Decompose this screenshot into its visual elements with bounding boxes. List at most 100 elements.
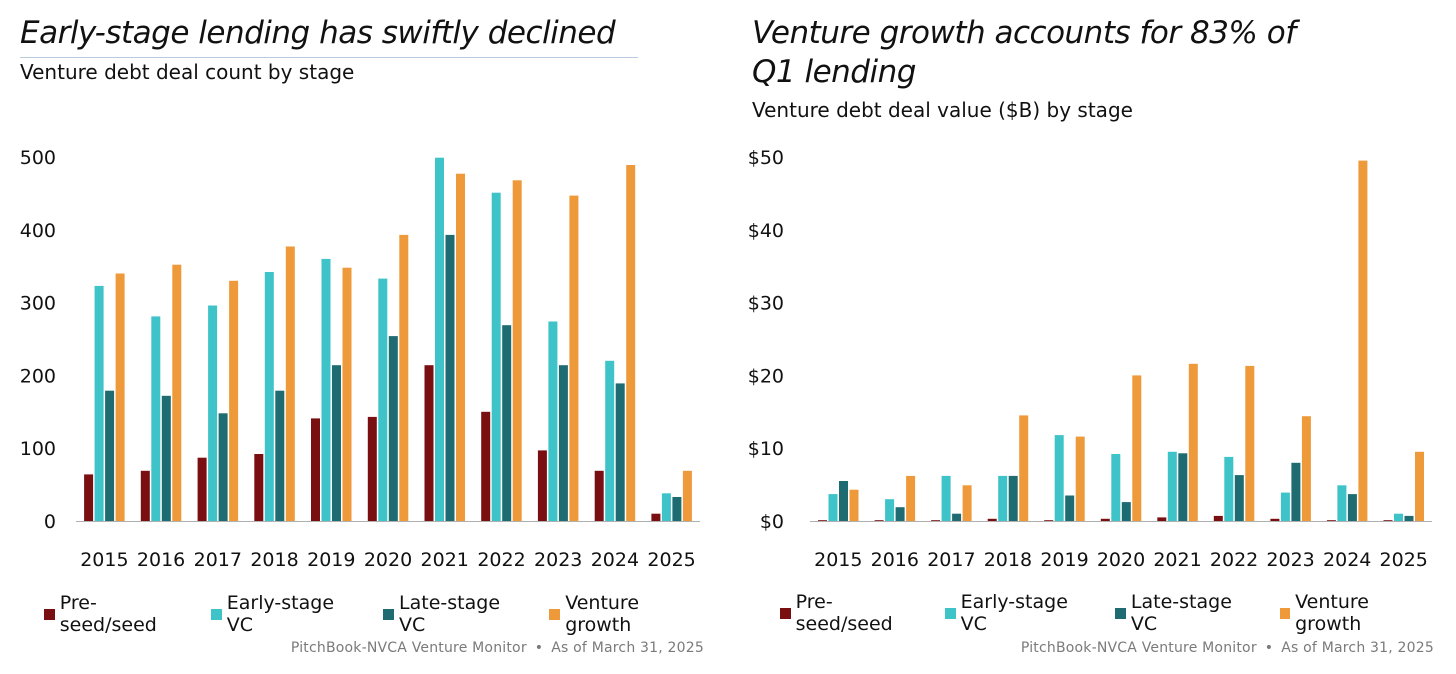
legend-swatch [1115,607,1126,619]
bar-growth-2015 [115,273,125,521]
title-underline [20,57,638,58]
bar-growth-2024 [626,165,636,521]
bar-early-2021 [1167,451,1177,521]
bar-early-2020 [378,278,388,521]
source-name: PitchBook-NVCA Venture Monitor [290,640,527,656]
x-tick-label: 2025 [1380,549,1428,571]
y-tick-label: 100 [20,438,56,460]
legend-swatch [383,608,395,620]
bar-late-2020 [388,336,398,521]
legend-item-early: Early-stage VC [211,592,363,636]
legend-item-preseed: Pre-seed/seed [780,591,925,635]
bar-preseed-2022 [481,411,491,521]
y-tick-label: $50 [748,147,784,169]
bar-preseed-2024 [594,470,604,521]
bar-early-2017 [941,475,951,521]
bar-growth-2015 [849,489,859,521]
as-of-date: As of March 31, 2025 [551,640,704,656]
bar-early-2018 [998,475,1008,521]
bar-early-2016 [885,499,895,521]
chart-title-line-2: Q1 lending [752,54,916,90]
legend-label: Pre-seed/seed [795,591,893,635]
bar-early-2025 [1394,513,1403,521]
x-tick-label: 2016 [137,549,185,571]
bar-late-2018 [275,390,285,521]
bar-preseed-2017 [931,520,941,521]
bar-growth-2025 [682,470,692,521]
y-tick-label: $20 [748,365,784,387]
bar-preseed-2017 [197,457,207,521]
bar-growth-2016 [906,475,916,521]
bar-preseed-2021 [1157,517,1167,521]
legend-swatch [780,607,791,619]
bar-growth-2024 [1358,160,1368,521]
bar-early-2022 [491,192,501,521]
bar-growth-2017 [962,485,972,521]
bar-preseed-2021 [424,365,434,521]
bar-late-2019 [332,365,341,521]
bar-early-2023 [548,321,558,521]
x-tick-label: 2018 [250,549,298,571]
x-tick-label: 2022 [477,549,525,571]
bar-preseed-2018 [254,454,264,521]
bar-growth-2018 [285,246,295,521]
legend-item-growth: Venture growth [1279,591,1436,635]
legend-label: Venture growth [565,592,640,636]
bar-preseed-2015 [84,474,94,521]
bar-early-2023 [1280,492,1290,521]
chart-panel-deal-count: Early-stage lending has swiftly declined… [20,15,708,656]
x-tick-label: 2015 [80,549,128,571]
bar-growth-2025 [1415,451,1424,521]
legend-item-growth: Venture growth [549,592,708,636]
x-tick-label: 2021 [421,549,469,571]
bar-early-2024 [605,360,615,521]
chart-source: PitchBook-NVCA Venture Monitor • As of Mar… [1021,640,1434,656]
bar-early-2021 [435,157,444,521]
legend-swatch [1279,607,1291,619]
chart-subtitle: Venture debt deal count by stage [20,60,355,84]
bar-late-2017 [952,513,962,521]
x-tick-label: 2017 [194,549,242,571]
legend-item-late: Late-stage VC [383,592,529,636]
bar-late-2018 [1008,475,1018,521]
bar-growth-2017 [229,280,239,521]
x-tick-label: 2018 [984,549,1032,571]
as-of-date: As of March 31, 2025 [1281,640,1434,656]
legend-label: Venture growth [1295,591,1369,635]
bar-preseed-2023 [1270,518,1280,521]
bar-preseed-2025 [1383,520,1393,521]
legend-label: Pre-seed/seed [59,592,157,636]
bar-growth-2019 [1075,436,1085,521]
legend-item-early: Early-stage VC [945,591,1095,635]
bar-late-2015 [839,481,848,521]
x-tick-label: 2020 [364,549,412,571]
x-tick-label: 2019 [1040,549,1088,571]
bar-growth-2018 [1019,415,1029,521]
legend-label: Late-stage VC [1130,591,1232,635]
legend-label: Late-stage VC [399,592,501,636]
chart-subtitle: Venture debt deal value ($B) by stage [752,98,1133,122]
x-tick-label: 2016 [871,549,919,571]
legend-swatch [549,608,561,620]
bar-early-2019 [321,258,331,521]
legend-item-late: Late-stage VC [1115,591,1259,635]
bar-growth-2020 [399,234,409,521]
x-tick-label: 2025 [647,549,695,571]
bar-late-2017 [218,413,228,521]
legend-label: Early-stage VC [226,592,335,636]
bar-early-2018 [264,272,274,521]
bar-chart-deal-value: $0 $10 $20 $30 $40 $50 2015 2016 2017 2018 2019 202… [748,147,1432,571]
bar-preseed-2018 [987,518,997,521]
y-tick-label: $30 [748,293,784,315]
source-name: PitchBook-NVCA Venture Monitor [1020,640,1257,656]
bar-preseed-2019 [1044,520,1054,521]
bar-late-2023 [1291,462,1301,521]
x-tick-label: 2015 [814,549,862,571]
bar-early-2020 [1111,454,1121,521]
x-tick-label: 2024 [1323,549,1371,571]
bar-early-2022 [1224,456,1234,521]
bar-late-2016 [161,395,171,521]
legend-swatch [945,607,956,619]
x-tick-label: 2022 [1210,549,1258,571]
y-tick-label: 0 [44,511,56,533]
